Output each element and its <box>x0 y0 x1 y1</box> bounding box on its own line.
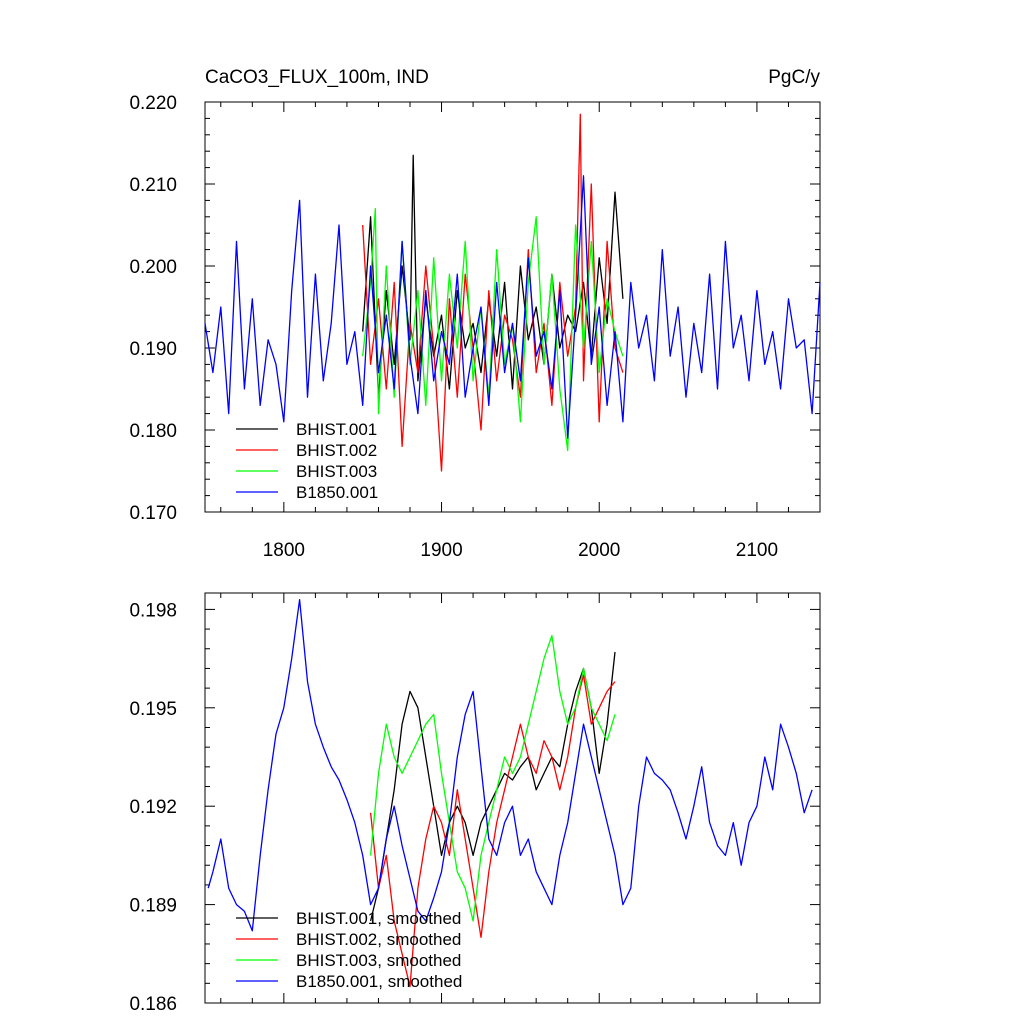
bottom-plot-frame <box>204 592 821 1004</box>
bottom-y-tick-label: 0.195 <box>129 699 177 720</box>
bottom-plot: 0.186 0.189 0.192 0.195 0.198 BHIST.001, smoo… <box>129 592 821 1015</box>
top-legend-label-4: B1850.001 <box>296 483 378 502</box>
top-y-tick-label: 0.220 <box>129 93 177 114</box>
bottom-y-tick-label: 0.198 <box>129 600 177 621</box>
bottom-legend-label-4: B1850.001, smoothed <box>296 972 462 991</box>
top-y-tick-label: 0.190 <box>129 339 177 360</box>
top-x-tick-label: 2100 <box>736 540 778 561</box>
top-legend-label-1: BHIST.001 <box>296 420 377 439</box>
bottom-series-line-1 <box>369 651 616 922</box>
top-y-tick-label: 0.210 <box>129 175 177 196</box>
top-y-tick-label: 0.180 <box>129 421 177 442</box>
top-plot: 1800 1900 2000 2100 0.170 0.180 0.190 0.200 0.21… <box>129 93 821 561</box>
top-series-line-4 <box>204 175 821 439</box>
bottom-legend-label-1: BHIST.001, smoothed <box>296 909 461 928</box>
bottom-y-tick-label: 0.186 <box>129 994 177 1015</box>
top-chart-title: CaCO3_FLUX_100m, IND <box>205 67 429 88</box>
bottom-y-tick-label: 0.189 <box>129 896 177 917</box>
top-x-tick-label: 1800 <box>263 540 305 561</box>
bottom-legend-label-3: BHIST.003, smoothed <box>296 951 461 970</box>
top-y-tick-label: 0.200 <box>129 257 177 278</box>
top-plot-frame <box>204 101 821 513</box>
top-series-line-2 <box>362 113 624 472</box>
top-chart-units: PgC/y <box>768 67 820 88</box>
bottom-series-line-3 <box>369 634 616 922</box>
bottom-series-line-4 <box>207 598 813 932</box>
top-x-tick-label: 1900 <box>420 540 462 561</box>
top-y-tick-label: 0.170 <box>129 503 177 524</box>
top-x-tick-label: 2000 <box>578 540 620 561</box>
top-legend-label-2: BHIST.002 <box>296 441 377 460</box>
bottom-legend-label-2: BHIST.002, smoothed <box>296 930 461 949</box>
bottom-y-tick-label: 0.192 <box>129 797 177 818</box>
top-legend-label-3: BHIST.003 <box>296 462 377 481</box>
